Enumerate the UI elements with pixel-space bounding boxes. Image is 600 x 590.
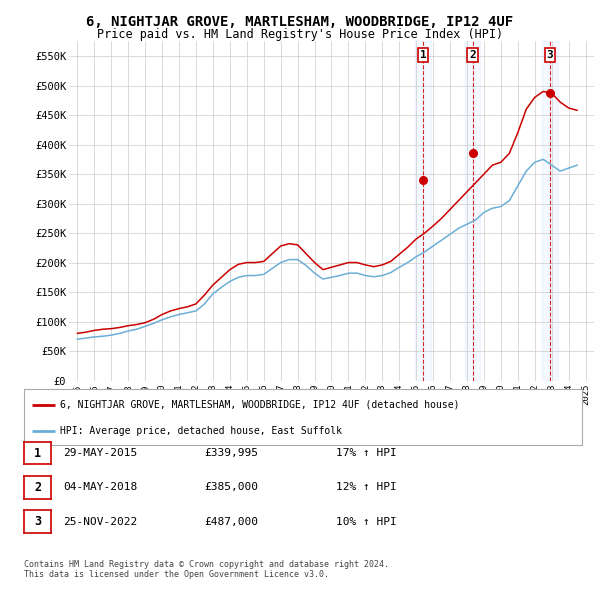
Text: 29-MAY-2015: 29-MAY-2015 — [63, 448, 137, 458]
Text: £385,000: £385,000 — [204, 483, 258, 492]
Text: Price paid vs. HM Land Registry's House Price Index (HPI): Price paid vs. HM Land Registry's House … — [97, 28, 503, 41]
Bar — [465, 41, 481, 381]
Text: Contains HM Land Registry data © Crown copyright and database right 2024.
This d: Contains HM Land Registry data © Crown c… — [24, 560, 389, 579]
Text: £487,000: £487,000 — [204, 517, 258, 526]
Text: 25-NOV-2022: 25-NOV-2022 — [63, 517, 137, 526]
Text: 17% ↑ HPI: 17% ↑ HPI — [336, 448, 397, 458]
Text: 1: 1 — [420, 50, 427, 60]
Text: HPI: Average price, detached house, East Suffolk: HPI: Average price, detached house, East… — [60, 427, 342, 437]
Text: 3: 3 — [547, 50, 553, 60]
Text: 12% ↑ HPI: 12% ↑ HPI — [336, 483, 397, 492]
Text: 6, NIGHTJAR GROVE, MARTLESHAM, WOODBRIDGE, IP12 4UF: 6, NIGHTJAR GROVE, MARTLESHAM, WOODBRIDG… — [86, 15, 514, 29]
Text: 04-MAY-2018: 04-MAY-2018 — [63, 483, 137, 492]
Bar — [542, 41, 557, 381]
Bar — [415, 41, 431, 381]
Text: 1: 1 — [34, 447, 41, 460]
Text: 3: 3 — [34, 515, 41, 528]
Text: 2: 2 — [469, 50, 476, 60]
Text: £339,995: £339,995 — [204, 448, 258, 458]
Text: 6, NIGHTJAR GROVE, MARTLESHAM, WOODBRIDGE, IP12 4UF (detached house): 6, NIGHTJAR GROVE, MARTLESHAM, WOODBRIDG… — [60, 399, 460, 409]
Text: 10% ↑ HPI: 10% ↑ HPI — [336, 517, 397, 526]
Text: 2: 2 — [34, 481, 41, 494]
